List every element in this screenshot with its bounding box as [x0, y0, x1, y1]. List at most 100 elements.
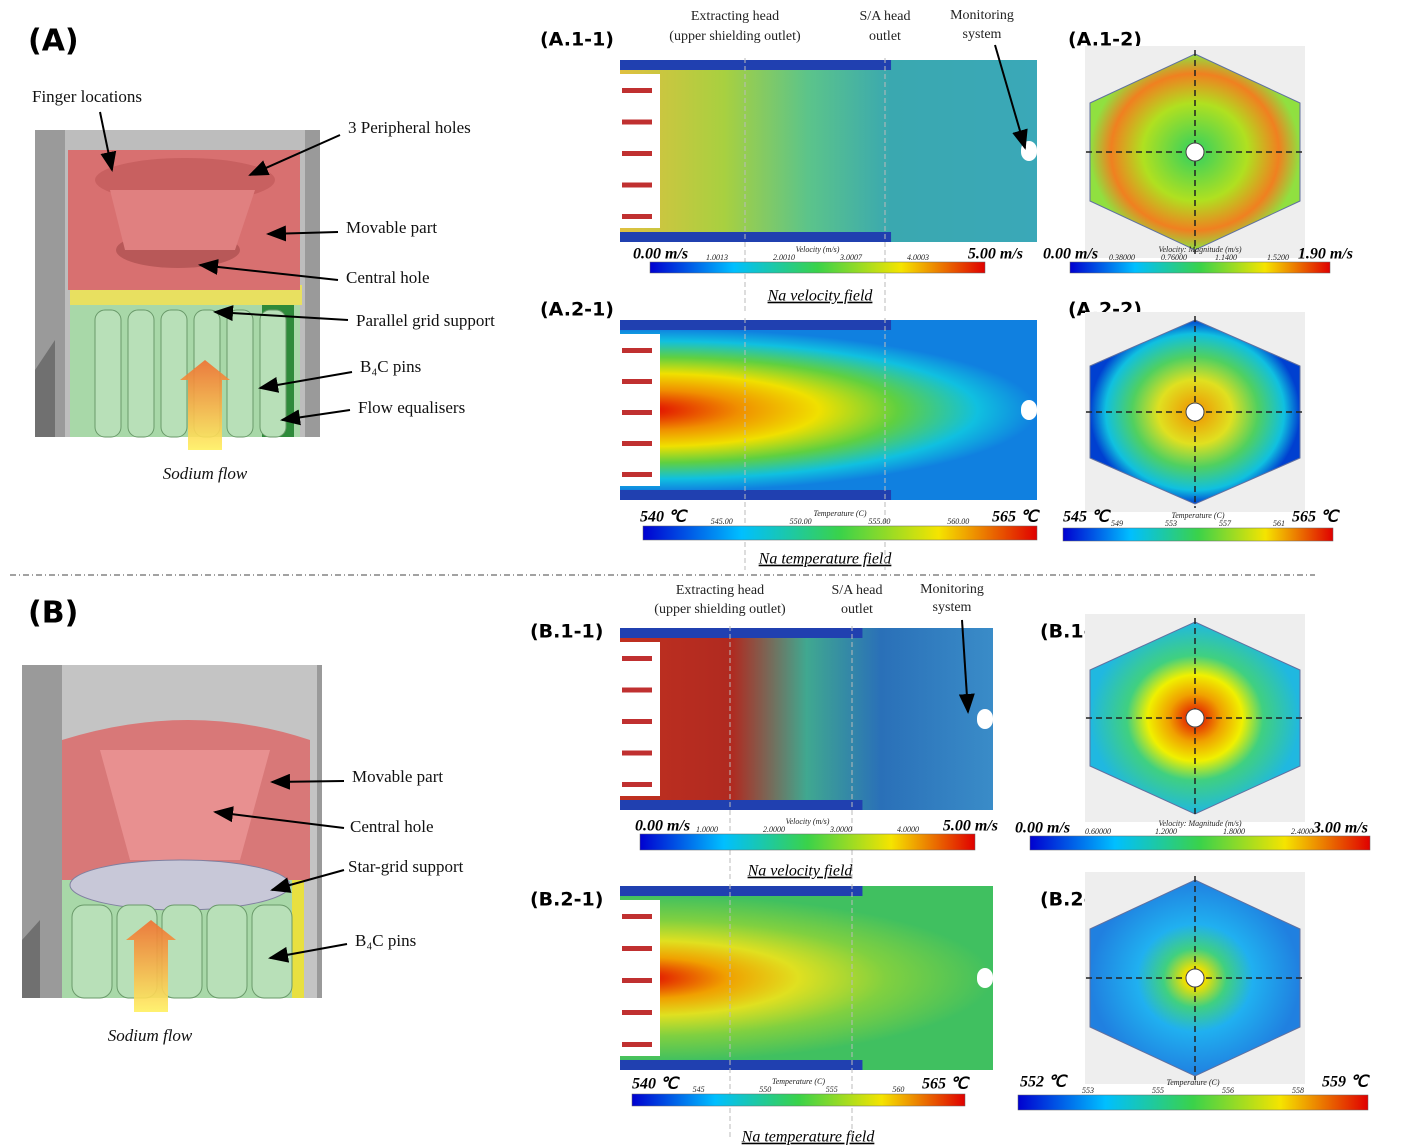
label: system	[963, 27, 1002, 42]
label: 565 ℃	[1292, 509, 1340, 526]
label: Temperature (C)	[772, 1077, 825, 1086]
label: 1.90 m/s	[1298, 246, 1353, 263]
label: 5.00 m/s	[968, 246, 1023, 263]
label: 5.00 m/s	[943, 818, 998, 835]
outlet	[622, 946, 652, 951]
colorbar	[642, 525, 1038, 541]
label: 1.2000	[1155, 827, 1177, 836]
outlet	[622, 1010, 652, 1015]
label: 3.0000	[829, 825, 852, 834]
colorbar	[1017, 1094, 1369, 1111]
label: Extracting head	[691, 9, 779, 24]
arrow	[266, 225, 339, 242]
label: Velocity: Magnitude (m/s)	[1158, 245, 1241, 254]
label: 2.0010	[773, 253, 795, 262]
colorbar	[639, 833, 976, 851]
arrow	[198, 258, 339, 281]
label: 0.76000	[1161, 253, 1187, 262]
outlet	[622, 348, 652, 353]
pin	[206, 904, 248, 999]
colorbar	[1062, 527, 1334, 542]
outlet	[622, 914, 652, 919]
label: (B)	[28, 596, 78, 631]
label: B₄C pins	[355, 931, 416, 950]
arrow	[248, 134, 341, 176]
arrow	[258, 371, 353, 393]
outlet	[622, 782, 652, 787]
label: S/A head	[832, 583, 883, 598]
label: Velocity: Magnitude (m/s)	[1158, 819, 1241, 828]
label: B₄C pins	[360, 357, 421, 376]
label: 549	[1111, 519, 1123, 528]
label: 540 ℃	[632, 1076, 680, 1093]
label: 545.00	[711, 517, 733, 526]
label: 553	[1165, 519, 1177, 528]
arrow	[958, 619, 975, 714]
label: 540 ℃	[640, 509, 688, 526]
arrow	[213, 305, 349, 322]
label: Na velocity field	[767, 288, 874, 305]
flow-label: Sodium flow	[163, 464, 248, 483]
wall-bottom	[620, 490, 892, 500]
outer-step	[22, 920, 40, 998]
label: 555	[1152, 1086, 1164, 1095]
label: 0.00 m/s	[1015, 820, 1070, 837]
label: 2.0000	[763, 825, 785, 834]
notch	[977, 968, 993, 988]
label: 3 Peripheral holes	[348, 118, 471, 137]
label: 4.0000	[897, 825, 919, 834]
notch	[1021, 400, 1037, 420]
arrow	[270, 869, 345, 893]
outlet	[622, 750, 652, 756]
label: 565 ℃	[992, 509, 1040, 526]
pin	[127, 309, 155, 438]
notch	[977, 709, 993, 729]
label: 2.4000	[1291, 827, 1313, 836]
label: (A.2-1)	[540, 299, 614, 321]
label: outlet	[869, 29, 901, 44]
label: (A)	[28, 24, 79, 59]
flow-arrow	[180, 360, 230, 450]
label: 559 ℃	[1322, 1074, 1370, 1091]
label: 550	[759, 1085, 771, 1094]
flow-arrow	[126, 920, 176, 1012]
center-hole	[1185, 142, 1205, 162]
cone	[110, 190, 255, 250]
label: 555	[826, 1085, 838, 1094]
label: 0.00 m/s	[1043, 246, 1098, 263]
pin	[71, 904, 113, 999]
label: (upper shielding outlet)	[669, 29, 801, 44]
arrow	[994, 44, 1028, 150]
label: 0.00 m/s	[635, 818, 690, 835]
label: Movable part	[346, 218, 437, 237]
label: 561	[1273, 519, 1285, 528]
label: 565 ℃	[922, 1076, 970, 1093]
pin	[94, 309, 122, 438]
label: Na temperature field	[758, 551, 893, 568]
outlet	[622, 719, 652, 724]
label: 3.00 m/s	[1312, 820, 1368, 837]
label: Temperature (C)	[1167, 1078, 1220, 1087]
pin	[160, 309, 188, 438]
outlet	[622, 656, 652, 661]
label: outlet	[841, 602, 873, 617]
arrow	[280, 409, 351, 426]
label: (upper shielding outlet)	[654, 602, 786, 617]
label: S/A head	[860, 9, 911, 24]
wall-top	[620, 886, 863, 896]
arrow	[270, 773, 345, 790]
label: Velocity (m/s)	[796, 245, 840, 254]
wall-top	[620, 628, 863, 638]
label: (A.1-2)	[1068, 29, 1142, 51]
label: (B.1-1)	[530, 621, 603, 643]
wall-top	[620, 320, 892, 330]
flow-label: Sodium flow	[108, 1026, 193, 1045]
outlet	[622, 88, 652, 93]
outlet	[622, 687, 652, 693]
cfd-field	[620, 628, 993, 810]
label: 558	[1292, 1086, 1304, 1095]
pin	[251, 904, 293, 999]
pin	[259, 309, 287, 438]
wall-top	[620, 60, 892, 70]
